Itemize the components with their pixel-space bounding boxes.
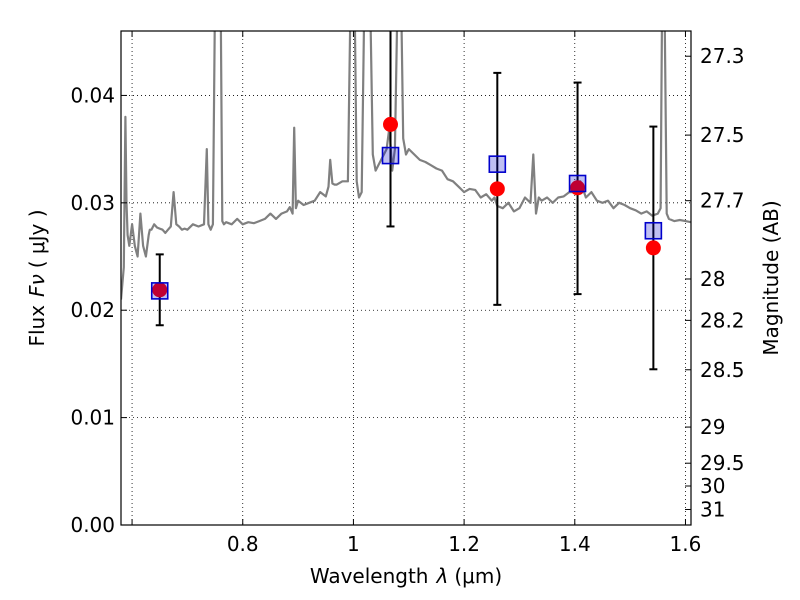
mag-tick-label: 28 — [700, 267, 725, 291]
y-tick-label: 0.02 — [70, 298, 115, 322]
mag-tick-label: 28.2 — [700, 308, 745, 332]
model-point — [488, 155, 507, 173]
observed-point — [645, 240, 661, 256]
observed-point — [152, 282, 168, 298]
model-point — [150, 282, 169, 300]
observed-points-series — [152, 116, 661, 298]
x-tick-label: 1.2 — [448, 532, 480, 556]
y-axis-label: FluxFν( μJy ) — [25, 209, 49, 346]
y-tick-label: 0.00 — [70, 513, 115, 537]
model-points-series — [150, 146, 663, 300]
grid-lines — [121, 31, 691, 525]
observed-point — [383, 116, 399, 132]
mag-tick-label: 30 — [700, 474, 725, 498]
y2-axis-label: Magnitude (AB) — [759, 200, 783, 355]
spectrum-line — [121, 31, 691, 300]
model-point — [568, 174, 587, 193]
plot-frame — [120, 30, 692, 526]
axis-ticks: 0.8 1 1.2 1.4 1.6 0.00 0.01 0.02 0.03 0.04 27.3 27.… — [70, 31, 745, 556]
mag-tick-label: 29 — [700, 415, 725, 439]
observed-point — [489, 181, 505, 197]
x-axis-label: Wavelength λ (μm) — [310, 564, 502, 588]
x-tick-label: 1.4 — [559, 532, 591, 556]
mag-tick-label: 29.5 — [700, 451, 745, 475]
mag-tick-label: 28.5 — [700, 358, 745, 382]
y-tick-label: 0.03 — [70, 191, 115, 215]
mag-tick-label: 27.7 — [700, 189, 745, 213]
x-tick-label: 1.6 — [670, 532, 702, 556]
errorbar-series — [155, 31, 658, 371]
y-tick-label: 0.01 — [70, 406, 115, 430]
spectrum-series — [121, 31, 691, 300]
model-point — [644, 221, 663, 240]
x-tick-label: 0.8 — [227, 532, 259, 556]
mag-tick-label: 31 — [700, 497, 725, 521]
y-tick-label: 0.04 — [70, 83, 115, 107]
mag-tick-label: 27.5 — [700, 123, 745, 147]
model-point — [381, 146, 400, 165]
mag-tick-label: 27.3 — [700, 44, 745, 68]
x-tick-label: 1 — [347, 532, 360, 556]
